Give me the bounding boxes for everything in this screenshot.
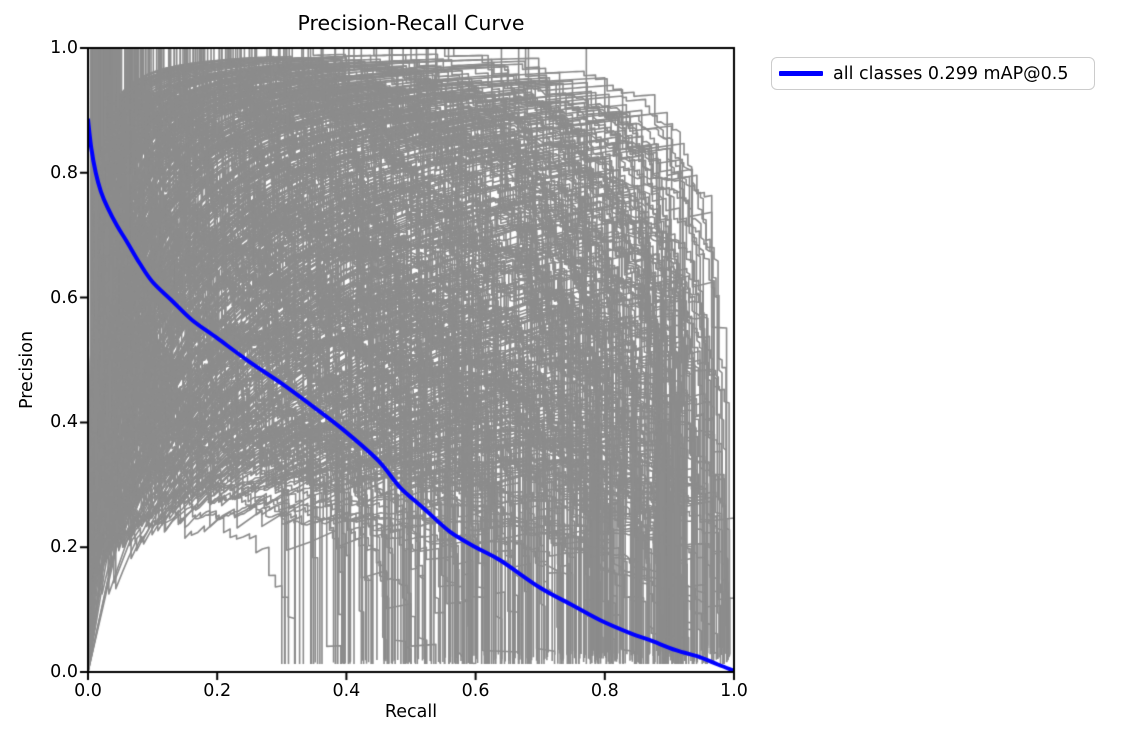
y-tick-label: 0.8 [50,162,78,183]
y-tick-label: 0.4 [50,412,78,433]
y-axis-label: Precision [17,330,37,410]
x-tick-label: 0.0 [74,681,102,701]
x-tick-label: 0.6 [461,681,490,701]
y-tick-label: 0.6 [50,287,78,308]
x-tick-label: 0.2 [203,681,232,701]
y-tick-label: 0.2 [50,537,78,558]
chart-title: Precision-Recall Curve [297,11,525,35]
legend-label: all classes 0.299 mAP@0.5 [833,63,1069,84]
y-tick-label: 0.0 [50,662,78,682]
x-axis-label: Recall [384,702,438,722]
x-tick-label: 1.0 [720,681,748,701]
y-tick-label: 1.0 [50,38,78,58]
legend-line-swatch [779,71,823,76]
x-tick-label: 0.8 [590,681,619,701]
legend: all classes 0.299 mAP@0.5 [771,57,1095,90]
x-tick-label: 0.4 [332,681,361,701]
